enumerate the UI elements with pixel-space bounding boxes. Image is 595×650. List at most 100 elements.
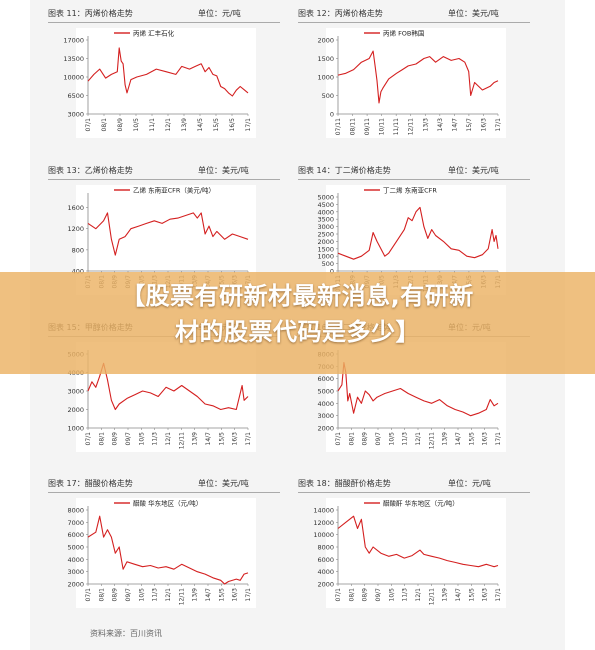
y-tick-label: 400: [72, 268, 84, 276]
headline-banner[interactable]: 【股票有研新材最新消息,有研新 材的股票代码是多少】: [0, 272, 595, 374]
figure-header: 图表 13：乙烯价格走势 单位：美元/吨: [48, 165, 280, 177]
y-tick-label: 3000: [317, 412, 334, 420]
y-tick-label: 14000: [313, 507, 334, 515]
y-tick-label: 1000: [67, 425, 84, 433]
x-tick-label: 07/1: [335, 432, 342, 446]
figure-unit: 单位：美元/吨: [198, 479, 249, 488]
y-tick-label: 3000: [67, 568, 84, 576]
figure-unit: 单位：元/吨: [198, 9, 241, 18]
legend-label: 乙烯 东南亚CFR（美元/吨）: [133, 186, 215, 195]
x-tick-label: 08/9: [362, 432, 369, 446]
x-tick-label: 12/1: [165, 588, 172, 602]
x-tick-label: 15/5: [218, 432, 225, 446]
y-tick-label: 10000: [63, 74, 84, 82]
y-tick-label: 500: [322, 260, 334, 268]
x-tick-label: 13/9: [442, 432, 449, 446]
x-tick-label: 11/3: [152, 588, 159, 602]
y-tick-label: 500: [322, 92, 334, 100]
x-tick-label: 12/11: [178, 588, 185, 605]
price-line: [337, 50, 499, 104]
x-tick-label: 12/11: [408, 118, 415, 135]
x-tick-label: 09/7: [125, 588, 132, 602]
x-tick-label: 15/5: [218, 588, 225, 602]
x-tick-label: 08/9: [117, 118, 124, 132]
y-tick-label: 5000: [67, 544, 84, 552]
legend: 醋酸酐 华东地区（元/吨）: [364, 499, 459, 508]
figure-header: 图表 12：丙烯价格走势 单位：美元/吨: [298, 8, 530, 20]
x-tick-label: 07/11: [335, 118, 342, 135]
x-tick-label: 12/1: [415, 588, 422, 602]
y-tick-label: 800: [72, 246, 84, 254]
x-tick-label: 16/3: [232, 432, 239, 446]
headline-text[interactable]: 【股票有研新材最新消息,有研新 材的股票代码是多少】: [0, 278, 595, 350]
y-tick-label: 3000: [67, 388, 84, 396]
y-tick-label: 1000: [317, 253, 334, 261]
x-tick-label: 14/5: [197, 118, 204, 132]
x-tick-label: 14/7: [455, 432, 462, 446]
x-tick-label: 10/5: [133, 118, 140, 132]
figure-title: 图表 17：醋酸价格走势: [48, 479, 133, 488]
x-tick-label: 12/11: [428, 588, 435, 605]
y-tick-label: 13500: [63, 55, 84, 63]
x-tick-label: 08/11: [350, 118, 357, 135]
x-tick-label: 11/1: [149, 118, 156, 132]
figure-header: 图表 17：醋酸价格走势 单位：美元/吨: [48, 478, 280, 490]
y-tick-label: 4000: [317, 208, 334, 216]
figure-header: 图表 14：丁二烯价格走势 单位：美元/吨: [298, 165, 530, 177]
figure-title: 图表 12：丙烯价格走势: [298, 9, 383, 18]
figure-unit: 单位：美元/吨: [448, 9, 499, 18]
x-tick-label: 08/1: [348, 432, 355, 446]
x-tick-label: 15/5: [468, 432, 475, 446]
x-tick-label: 07/1: [85, 432, 92, 446]
x-tick-label: 10/11: [379, 118, 386, 135]
legend: 乙烯 东南亚CFR（美元/吨）: [114, 186, 215, 195]
x-tick-label: 08/1: [101, 118, 108, 132]
x-tick-label: 14/7: [205, 588, 212, 602]
source-note: 资料来源：百川资讯: [90, 629, 162, 638]
x-tick-label: 14/7: [451, 118, 458, 132]
x-tick-label: 12/1: [165, 432, 172, 446]
x-tick-label: 16/3: [480, 118, 487, 132]
x-tick-label: 16/3: [232, 588, 239, 602]
x-tick-label: 17/1: [245, 588, 252, 602]
y-tick-label: 12000: [313, 519, 334, 527]
x-tick-label: 09/7: [375, 588, 382, 602]
plot-area: [76, 498, 256, 608]
y-tick-label: 2000: [317, 238, 334, 246]
figure-title: 图表 18：醋酸酐价格走势: [298, 479, 391, 488]
x-tick-label: 15/5: [213, 118, 220, 132]
legend: 丁二烯 东南亚CFR: [364, 186, 437, 195]
x-tick-label: 15/5: [468, 588, 475, 602]
x-tick-label: 11/11: [393, 118, 400, 135]
y-tick-label: 4000: [67, 556, 84, 564]
x-tick-label: 14/3: [437, 118, 444, 132]
figure-unit: 单位：美元/吨: [448, 166, 499, 175]
y-tick-label: 2000: [317, 425, 334, 433]
y-tick-label: 3000: [67, 111, 84, 119]
x-tick-label: 17/1: [495, 588, 502, 602]
y-tick-label: 3500: [317, 216, 334, 224]
x-tick-label: 17/1: [495, 432, 502, 446]
x-tick-label: 16/3: [482, 588, 489, 602]
legend-label: 醋酸 华东地区（元/吨）: [133, 499, 202, 508]
x-tick-label: 10/5: [138, 432, 145, 446]
figure-title: 图表 13：乙烯价格走势: [48, 166, 133, 175]
price-line: [87, 47, 249, 97]
x-tick-label: 08/9: [112, 432, 119, 446]
y-tick-label: 5000: [317, 388, 334, 396]
line-chart: 2000 3000 4000 5000 6000 7000 8000 07/1 08/1 08/9…: [67, 498, 256, 608]
x-tick-label: 11/3: [402, 588, 409, 602]
x-tick-label: 13/3: [422, 118, 429, 132]
x-tick-label: 12/1: [165, 118, 172, 132]
x-tick-label: 08/1: [348, 588, 355, 602]
x-tick-label: 07/1: [335, 588, 342, 602]
x-tick-label: 17/1: [495, 118, 502, 132]
x-tick-label: 13/9: [181, 118, 188, 132]
y-tick-label: 1500: [317, 55, 334, 63]
y-tick-label: 8000: [67, 507, 84, 515]
x-tick-label: 14/7: [205, 432, 212, 446]
figure-title: 图表 11：丙烯价格走势: [48, 9, 133, 18]
x-tick-label: 10/5: [388, 588, 395, 602]
y-tick-label: 0: [330, 111, 334, 119]
legend-label: 醋酸酐 华东地区（元/吨）: [383, 499, 459, 508]
